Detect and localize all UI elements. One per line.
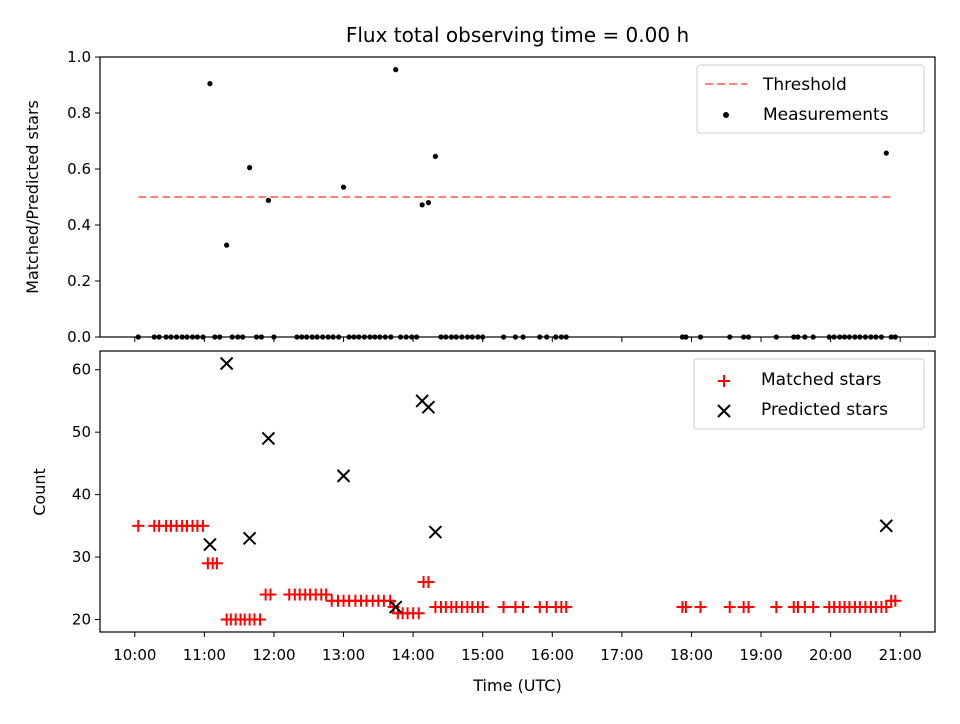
- legend-matched-swatch: [718, 375, 730, 387]
- predicted-star-point: [428, 525, 443, 539]
- measurement-point: [419, 202, 425, 208]
- matched-star-point: [387, 601, 400, 614]
- top-y-tick-label: 0.4: [67, 216, 91, 234]
- measurement-point: [207, 81, 213, 87]
- top-legend-box: [696, 64, 925, 134]
- measurement-point: [883, 150, 889, 156]
- bottom-y-tick-label: 50: [72, 423, 91, 441]
- bottom-x-tick-label: 21:00: [879, 646, 922, 664]
- top-y-axis-label: Matched/Predicted stars: [23, 100, 42, 294]
- matched-star-point: [422, 576, 435, 589]
- bottom-legend-box: [693, 358, 925, 430]
- predicted-star-point: [203, 537, 217, 552]
- matched-star-point: [723, 601, 736, 614]
- bottom-x-tick-label: 19:00: [739, 646, 782, 664]
- matched-star-point: [476, 601, 489, 614]
- measurement-point: [340, 184, 347, 190]
- bottom-x-axis: 10:00 11:00 12:00 13:00 14:00 15:00 16:00 17:00…: [113, 632, 922, 664]
- measurement-point: [247, 165, 253, 171]
- legend-measurements-label: Measurements: [763, 105, 889, 125]
- top-y-tick-label: 0.8: [67, 104, 91, 122]
- predicted-star-point: [336, 469, 351, 483]
- bottom-x-tick-label: 13:00: [322, 646, 365, 664]
- bottom-x-tick-label: 18:00: [670, 646, 713, 664]
- legend-predicted-swatch: [717, 404, 731, 418]
- top-legend: Threshold Measurements: [696, 64, 925, 134]
- matched-star-point: [254, 613, 267, 626]
- bottom-y-tick-label: 40: [72, 486, 91, 504]
- matched-star-point: [196, 519, 209, 532]
- measurement-point: [425, 200, 432, 206]
- bottom-plot-area: [132, 356, 902, 626]
- measurement-point: [224, 242, 230, 248]
- predicted-star-point: [219, 356, 234, 371]
- bottom-legend: Matched stars Predicted stars: [693, 358, 925, 430]
- chart-title: Flux total observing time = 0.00 h: [346, 23, 689, 47]
- bottom-y-axis: 20 30 40 50 60: [72, 361, 100, 629]
- measurement-point: [265, 197, 271, 203]
- matched-star-point: [320, 588, 333, 601]
- matched-star-point: [694, 601, 707, 614]
- matched-star-point: [807, 601, 820, 614]
- measurement-point: [393, 67, 399, 73]
- predicted-star-point: [421, 400, 436, 414]
- bottom-x-tick-label: 11:00: [183, 646, 226, 664]
- bottom-y-tick-label: 20: [72, 611, 91, 629]
- matched-star-point: [210, 557, 223, 570]
- matched-star-point: [889, 594, 902, 607]
- top-y-tick-label: 1.0: [67, 48, 91, 66]
- measurement-point: [432, 153, 438, 159]
- bottom-x-axis-label: Time (UTC): [472, 676, 561, 695]
- bottom-x-tick-label: 10:00: [113, 646, 156, 664]
- top-y-tick-label: 0.2: [67, 272, 91, 290]
- predicted-star-point: [242, 531, 257, 546]
- bottom-x-tick-label: 17:00: [600, 646, 643, 664]
- bottom-axes-frame: [99, 350, 936, 633]
- bottom-x-tick-label: 14:00: [392, 646, 435, 664]
- bottom-y-tick-label: 30: [72, 548, 91, 566]
- bottom-y-axis-label: Count: [30, 468, 49, 516]
- matched-star-point: [770, 601, 783, 614]
- legend-measurements-swatch: [723, 112, 729, 118]
- bottom-x-tick-label: 16:00: [531, 646, 574, 664]
- matched-star-point: [679, 601, 692, 614]
- bottom-panel: 20 30 40 50 60 10:00 11:00 12:00 13:00 14:00 15:0…: [30, 350, 936, 695]
- bottom-x-tick-label: 12:00: [252, 646, 295, 664]
- matched-star-point: [880, 601, 893, 614]
- bottom-x-tick-label: 20:00: [809, 646, 852, 664]
- legend-threshold-label: Threshold: [762, 75, 847, 95]
- matched-star-point: [742, 601, 755, 614]
- top-y-tick-label: 0.6: [67, 160, 91, 178]
- matched-star-point: [264, 588, 277, 601]
- matched-star-point: [132, 519, 145, 532]
- legend-matched-label: Matched stars: [761, 370, 881, 390]
- matched-star-point: [517, 601, 530, 614]
- top-y-tick-label: 0.0: [67, 328, 91, 346]
- bottom-x-tick-label: 15:00: [461, 646, 504, 664]
- legend-predicted-label: Predicted stars: [761, 400, 888, 420]
- top-x-ticks: [134, 337, 901, 342]
- predicted-star-point: [879, 519, 893, 533]
- top-axes-frame: [99, 56, 936, 338]
- top-y-axis: 0.0 0.2 0.4 0.6 0.8 1.0: [67, 48, 100, 346]
- matched-star-point: [497, 601, 510, 614]
- top-panel: 0.0 0.2 0.4 0.6 0.8 1.0 Matched/Predicted sta…: [23, 48, 936, 346]
- matched-star-point: [412, 607, 425, 620]
- predicted-star-point: [261, 431, 276, 446]
- matched-star-point: [560, 601, 573, 614]
- predicted-star-point: [389, 600, 403, 614]
- bottom-y-tick-label: 60: [72, 361, 91, 379]
